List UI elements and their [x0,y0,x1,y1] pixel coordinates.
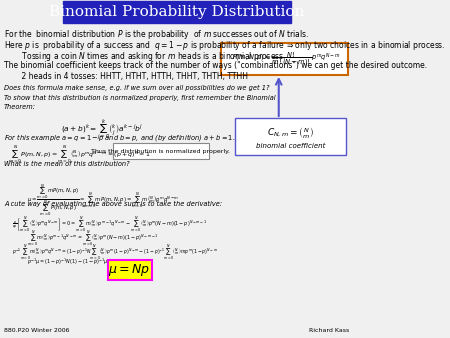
Text: For this example $a=q=1-p$ and $b=p$, and (by definition) $a+b=1$.: For this example $a=q=1-p$ and $b=p$, an… [4,132,235,143]
Text: The binomial coefficient keeps track of the number of ways ("combinations") we c: The binomial coefficient keeps track of … [4,61,427,70]
Text: $\mu=Np$: $\mu=Np$ [108,262,151,278]
Text: Richard Kass: Richard Kass [309,328,349,333]
Text: $\mu = \dfrac{\sum_{m=0}^{N}mP(m,N,p)}{\sum_{m=0}^{N}P(m,N,p)} = \sum_{m=0}^{N}m: $\mu = \dfrac{\sum_{m=0}^{N}mP(m,N,p)}{\… [27,183,180,218]
FancyBboxPatch shape [108,260,153,280]
Text: Here $p$ is  probability of a success and  $q=1-p$ is probability of a failure $: Here $p$ is probability of a success and… [4,39,446,52]
Text: Tossing a coin $N$ times and asking for $m$ heads is a binomial process.: Tossing a coin $N$ times and asking for … [12,50,286,63]
Text: For the  binomial distribution $P$ is the probability  of $m$ successes out of $: For the binomial distribution $P$ is the… [4,28,309,41]
Text: binomial coefficient: binomial coefficient [256,143,325,149]
Text: To show that this distribution is normalized properly, first remember the Binomi: To show that this distribution is normal… [4,95,275,101]
FancyBboxPatch shape [220,43,348,75]
Text: $\sum_{m=0}^{N}m\binom{N}{m}p^{m-1}q^{N-m}=\sum_{m=0}^{N}\binom{N}{m}p^m(N-m)(1-: $\sum_{m=0}^{N}m\binom{N}{m}p^{m-1}q^{N-… [27,229,159,248]
FancyBboxPatch shape [63,1,291,23]
Text: $(a+b)^k = \sum_{j=0}^{k}\binom{k}{j}a^{k-j}b^j$: $(a+b)^k = \sum_{j=0}^{k}\binom{k}{j}a^{… [61,118,143,143]
Text: Binomial Probability Distribution: Binomial Probability Distribution [49,5,304,19]
Text: $p^{-1}\sum_{m=0}^{N}m\binom{N}{m}p^m q^{N-m}=(1-p)^{-1}N\sum_{m=0}^{N}\binom{N}: $p^{-1}\sum_{m=0}^{N}m\binom{N}{m}p^m q^… [12,243,218,262]
Text: Thus the distribution is normalized properly.: Thus the distribution is normalized prop… [91,148,230,153]
FancyBboxPatch shape [113,143,209,159]
Ellipse shape [251,44,306,74]
Text: $p^{-1}\mu=(1-p)^{-1}N(1)-(1-p)^{-1}\mu$: $p^{-1}\mu=(1-p)^{-1}N(1)-(1-p)^{-1}\mu$ [27,257,109,267]
Text: Does this formula make sense, e.g. if we sum over all possibilities do we get 1?: Does this formula make sense, e.g. if we… [4,85,270,91]
Text: Theorem:: Theorem: [4,104,36,110]
Text: $\frac{\partial}{\partial p}\left[\sum_{m=0}^{N}\binom{N}{m}p^m q^{N-m}\right]=0: $\frac{\partial}{\partial p}\left[\sum_{… [12,215,207,234]
Text: 880.P20 Winter 2006: 880.P20 Winter 2006 [4,328,69,333]
FancyBboxPatch shape [235,118,346,155]
Text: $C_{N,m} = \binom{N}{m}$: $C_{N,m} = \binom{N}{m}$ [267,124,314,140]
Text: $P(m, N, p) = \dfrac{N!}{m!(N-m)!}p^m q^{N-m}$: $P(m, N, p) = \dfrac{N!}{m!(N-m)!}p^m q^… [232,50,341,68]
Text: $\sum_{m=0}^{N}P(m,N,p)=\sum_{m=0}^{N}\binom{N}{m}p^m q^{N-m}=(p+q)^N=1$: $\sum_{m=0}^{N}P(m,N,p)=\sum_{m=0}^{N}\b… [8,145,150,165]
Text: What is the mean of this distribution?: What is the mean of this distribution? [4,161,130,167]
Text: A cute way of evaluating the above sum is to take the derivative:: A cute way of evaluating the above sum i… [4,201,222,207]
Text: 2 heads in 4 tosses: HHTT, HTHT, HTTH, THHT, THTH, TTHH: 2 heads in 4 tosses: HHTT, HTHT, HTTH, T… [12,72,248,81]
